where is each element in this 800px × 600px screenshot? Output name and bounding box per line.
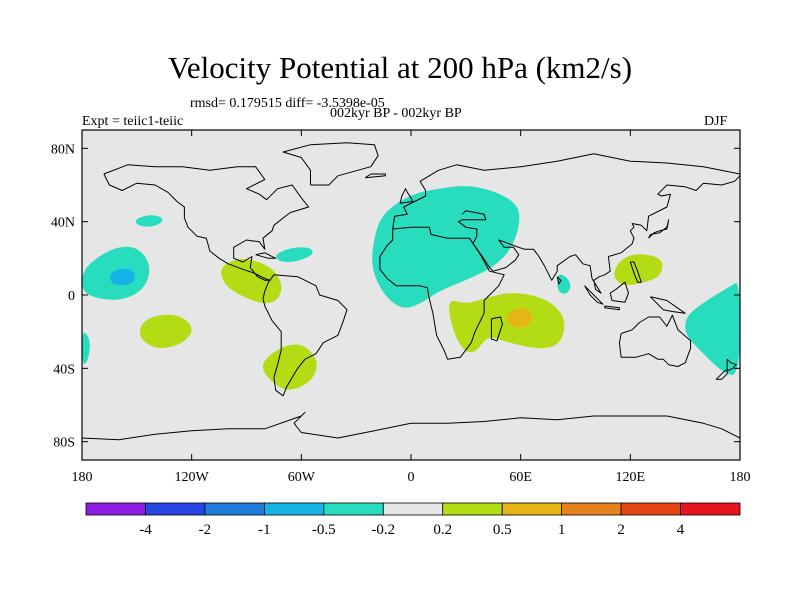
colorbar-swatch-9: [620, 502, 681, 516]
period-label: 002kyr BP - 002kyr BP: [330, 106, 462, 121]
contour-region-2: [110, 268, 135, 286]
y-tick-label-1: 40N: [51, 216, 75, 231]
colorbar-swatch-7: [501, 502, 563, 516]
coastlines: [82, 142, 740, 441]
contour-region-8: [221, 259, 282, 304]
colorbar-label-6: 0.5: [493, 522, 512, 538]
colorbar-label-7: 1: [558, 522, 566, 538]
coastline-7: [82, 411, 740, 441]
y-tick-label-3: 40S: [53, 362, 75, 377]
coastline-5: [472, 175, 740, 294]
x-tick-label-2: 60W: [288, 470, 316, 485]
colorbar-label-0: -4: [139, 522, 152, 538]
contour-region-13: [614, 254, 663, 286]
colorbar-swatch-0: [85, 502, 146, 516]
contour-region-12: [507, 308, 533, 328]
y-tick-label-0: 80N: [51, 142, 75, 157]
x-axis: 180 120W 60W 0 60E 120E 180: [72, 130, 751, 485]
colorbar-label-1: -2: [199, 522, 212, 538]
contour-region-11: [449, 293, 565, 353]
colorbar-label-8: 2: [617, 522, 625, 538]
colorbar-label-3: -0.5: [312, 522, 336, 538]
contour-region-9: [139, 314, 192, 349]
experiment-label: Expt = teiic1-teiic: [82, 114, 184, 129]
contour-region-7: [276, 247, 313, 262]
colorbar-swatch-2: [204, 502, 265, 516]
contour-regions: [82, 186, 740, 390]
coastline-10: [648, 219, 670, 239]
x-tick-label-4: 60E: [509, 470, 532, 485]
colorbar-swatch-10: [680, 502, 741, 516]
coastline-14: [650, 296, 686, 314]
y-tick-label-4: 80S: [53, 436, 75, 451]
coastline-13: [609, 281, 629, 303]
stats-label: rmsd= 0.179515 diff= -3.5398e-05: [190, 96, 385, 111]
x-tick-label-3: 0: [408, 470, 415, 485]
y-tick-label-2: 0: [68, 289, 75, 304]
map-title: Velocity Potential at 200 hPa (km2/s): [167, 50, 633, 85]
colorbar-swatch-1: [145, 502, 206, 516]
colorbar-swatch-8: [561, 502, 622, 516]
colorbar-label-4: -0.2: [371, 522, 395, 538]
x-tick-label-1: 120W: [175, 470, 210, 485]
coastline-9: [399, 188, 414, 204]
contour-region-3: [82, 332, 90, 364]
coastline-17: [556, 276, 562, 285]
season-label: DJF: [704, 114, 728, 129]
colorbar-swatch-6: [442, 502, 503, 516]
coastline-6: [618, 314, 692, 367]
coastline-1: [262, 274, 348, 397]
contour-region-10: [262, 344, 317, 390]
coastline-19: [715, 358, 737, 380]
coastline-4: [458, 210, 487, 244]
y-axis: 80N 40N 0 40S 80S: [51, 142, 740, 451]
colorbar-swatch-3: [263, 502, 325, 516]
coastline-20: [365, 173, 386, 179]
coastline-15: [490, 316, 503, 342]
coastline-8: [282, 142, 379, 186]
coastline-18: [629, 261, 642, 283]
colorbar-label-9: 4: [677, 522, 685, 538]
coastline-0: [103, 164, 310, 281]
coastline-12: [604, 305, 620, 311]
x-tick-label-5: 120E: [616, 470, 646, 485]
contour-region-6: [135, 215, 163, 227]
coastline-11: [584, 285, 604, 305]
x-tick-label-0: 180: [72, 470, 93, 485]
coastline-3: [392, 153, 740, 230]
colorbar-swatch-5: [382, 502, 444, 516]
coastline-16: [255, 252, 277, 259]
colorbar-swatch-4: [323, 502, 384, 516]
contour-region-4: [685, 282, 740, 375]
colorbar-label-5: 0.2: [433, 522, 452, 538]
x-tick-label-6: 180: [730, 470, 751, 485]
coastline-2: [379, 226, 505, 360]
colorbar: -4 -2 -1 -0.5 -0.2 0.2 0.5 1 2 4: [85, 502, 741, 538]
colorbar-label-2: -1: [258, 522, 271, 538]
contour-region-0: [372, 186, 520, 308]
